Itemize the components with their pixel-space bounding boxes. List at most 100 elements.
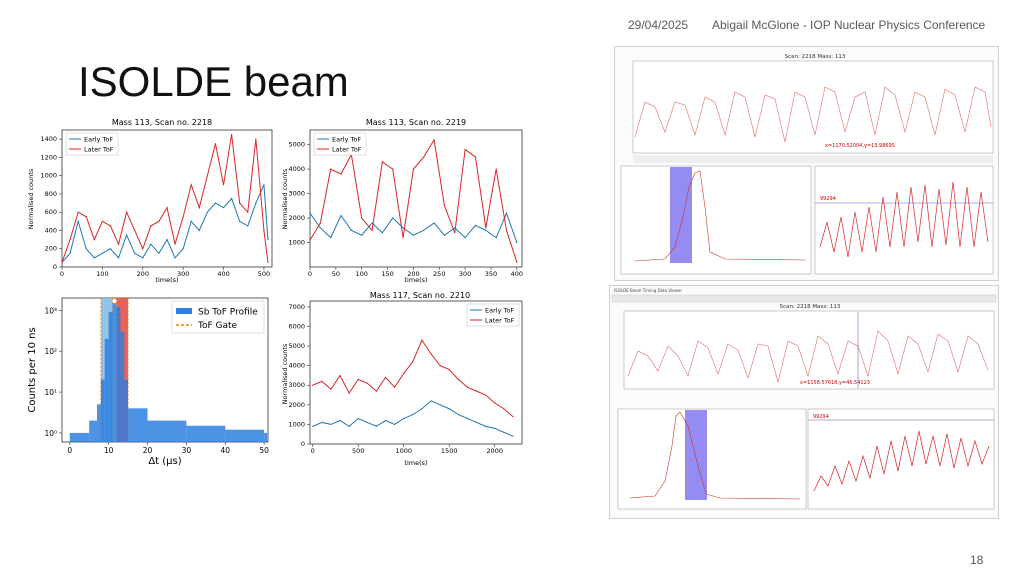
data-point xyxy=(190,220,192,222)
x-tick-label: 0 xyxy=(67,446,72,455)
data-point xyxy=(312,425,314,427)
y-tick-label: 4000 xyxy=(288,165,305,173)
data-point xyxy=(454,232,456,234)
y-tick-label: 0 xyxy=(301,440,305,448)
x-tick-label: 300 xyxy=(177,270,189,278)
x-tick-label: 500 xyxy=(352,447,364,455)
data-point xyxy=(198,229,200,232)
x-axis-label: time(s) xyxy=(155,276,178,284)
y-tick-label: 4000 xyxy=(288,362,305,370)
x-tick-label: 20 xyxy=(143,446,153,455)
viewer-top-tof-plot xyxy=(620,165,812,275)
data-point xyxy=(421,339,423,341)
data-point xyxy=(312,384,314,386)
cursor-readout: x=1170.52004,y=13.98695 xyxy=(825,143,895,149)
data-point xyxy=(350,229,352,231)
viewer-bottom-canvas: ISOLDE Beam Timing Data Viewer Scan: 221… xyxy=(611,288,997,510)
x-tick-label: 200 xyxy=(407,270,419,278)
histogram-bar xyxy=(124,379,129,442)
y-tick-label: 5000 xyxy=(288,342,305,350)
data-point xyxy=(457,378,459,380)
viewer-top-trace-2 xyxy=(819,181,989,258)
data-point xyxy=(166,207,168,209)
data-point xyxy=(134,252,136,254)
tof-gate-highlight xyxy=(670,167,692,263)
x-axis-label: time(s) xyxy=(404,459,427,467)
tab-strip[interactable] xyxy=(611,294,997,303)
data-point xyxy=(439,404,441,406)
data-point xyxy=(475,421,478,424)
legend: Early ToF Later ToF xyxy=(65,132,119,156)
histogram-bar xyxy=(264,432,268,442)
slide-title: ISOLDE beam xyxy=(78,58,349,105)
histogram-bar xyxy=(225,429,265,442)
x-tick-label: 150 xyxy=(381,270,393,278)
chart-title: Mass 113, Scan no. 2218 xyxy=(112,118,212,127)
chart-mass117-scan2210: Mass 117, Scan no. 2210 0 500 1000 1500 2000… xyxy=(281,292,523,467)
data-point xyxy=(474,156,477,158)
data-point xyxy=(403,372,405,375)
data-point xyxy=(77,211,79,213)
plot-area: 0 50 100 150 200 250 300 350 400 1000 2000 3000 4000… xyxy=(288,138,523,278)
data-point xyxy=(381,161,383,163)
data-point xyxy=(93,257,95,259)
viewer-bottom-plot xyxy=(623,310,995,390)
x-tick-label: 350 xyxy=(485,270,497,278)
data-point xyxy=(394,386,396,388)
viewer-top-canvas: Scan: 2218 Mass: 113 x=1170.52004,y=13.9… xyxy=(620,54,994,275)
data-point xyxy=(457,414,459,416)
data-point xyxy=(412,168,415,170)
legend-tof-gate: ToF Gate xyxy=(197,321,238,331)
viewer-bottom-trace-plot-2 xyxy=(807,408,995,510)
data-point xyxy=(348,392,350,394)
data-point xyxy=(182,248,184,250)
x-tick-label: 40 xyxy=(220,446,230,455)
scan-title: Scan: 2218 Mass: 113 xyxy=(785,54,846,60)
chart-mass113-scan2218: Mass 113, Scan no. 2218 0 100 200 300 400 500… xyxy=(27,118,273,284)
data-point xyxy=(516,241,518,244)
data-point xyxy=(263,229,265,232)
data-point xyxy=(174,243,176,245)
data-point xyxy=(222,207,225,209)
x-tick-label: 2000 xyxy=(486,447,503,455)
data-point xyxy=(466,417,469,420)
x-tick-label: 250 xyxy=(433,270,445,278)
histogram-bar xyxy=(128,408,148,442)
data-point xyxy=(319,222,321,224)
x-tick-label: 1000 xyxy=(395,447,412,455)
y-tick-label: 200 xyxy=(45,245,57,253)
x-axis-label: time(s) xyxy=(404,276,427,284)
y-tick-label: 3000 xyxy=(288,190,305,198)
data-point xyxy=(412,234,415,236)
data-point xyxy=(494,427,496,429)
data-point xyxy=(198,207,200,209)
data-point xyxy=(394,423,396,426)
data-point xyxy=(158,220,160,222)
x-tick-label: 400 xyxy=(217,270,229,278)
viewer-bottom-trace xyxy=(627,330,989,384)
histogram-bar xyxy=(96,404,101,442)
data-point xyxy=(85,248,87,250)
data-point xyxy=(375,425,378,427)
data-point xyxy=(340,215,342,217)
y-tick-label: 1000 xyxy=(288,420,305,428)
y-tick-label: 2000 xyxy=(288,214,305,222)
y-tick-label: 1000 xyxy=(40,172,57,180)
y-tick-label: 7000 xyxy=(288,303,305,311)
data-point xyxy=(466,386,469,388)
data-point xyxy=(505,229,508,231)
x-tick-label: 100 xyxy=(96,270,108,278)
data-point xyxy=(423,229,425,231)
data-point xyxy=(206,175,208,177)
data-point xyxy=(423,156,425,158)
histogram-bar xyxy=(120,331,125,442)
data-point xyxy=(495,168,497,170)
data-point xyxy=(485,394,487,396)
x-tick-label: 1500 xyxy=(441,447,458,455)
x-tick-label: 300 xyxy=(459,270,471,278)
data-point xyxy=(433,222,435,224)
viewer-top-tof-trace xyxy=(634,170,806,262)
data-point xyxy=(371,229,373,231)
data-point xyxy=(475,390,478,392)
scan-title: Scan: 2218 Mass: 113 xyxy=(780,304,841,310)
